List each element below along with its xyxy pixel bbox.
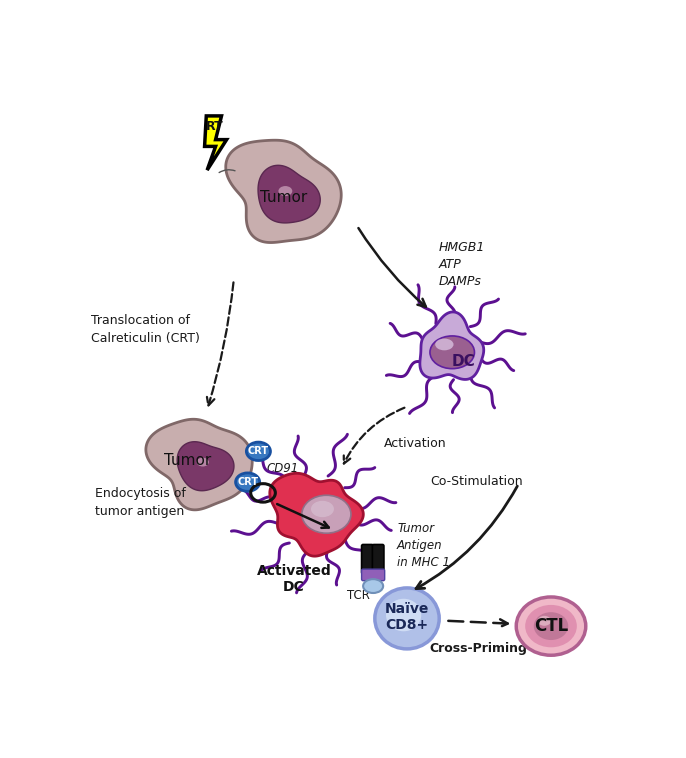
Text: Cross-Priming: Cross-Priming — [429, 642, 527, 655]
FancyBboxPatch shape — [362, 569, 385, 581]
Ellipse shape — [430, 336, 475, 368]
Polygon shape — [146, 419, 252, 510]
Text: HMGB1
ATP
DAMPs: HMGB1 ATP DAMPs — [438, 241, 485, 288]
Ellipse shape — [235, 473, 260, 491]
Polygon shape — [258, 165, 320, 223]
Text: RT: RT — [206, 120, 224, 133]
Text: Co-Stimulation: Co-Stimulation — [431, 475, 523, 488]
Text: Tumor: Tumor — [164, 453, 211, 468]
Text: CRT: CRT — [237, 477, 258, 487]
Ellipse shape — [279, 186, 292, 196]
FancyBboxPatch shape — [362, 544, 373, 574]
Text: CTL: CTL — [534, 617, 568, 635]
FancyBboxPatch shape — [372, 544, 384, 574]
Ellipse shape — [435, 339, 453, 350]
Ellipse shape — [534, 612, 568, 640]
Text: Endocytosis of
tumor antigen: Endocytosis of tumor antigen — [95, 487, 186, 518]
Polygon shape — [177, 442, 234, 490]
Text: Naïve
CD8+: Naïve CD8+ — [385, 602, 429, 632]
Polygon shape — [420, 312, 484, 380]
Polygon shape — [204, 116, 226, 170]
Ellipse shape — [517, 597, 586, 655]
Text: TCR: TCR — [347, 589, 370, 602]
Ellipse shape — [375, 588, 439, 649]
Ellipse shape — [197, 458, 209, 466]
Polygon shape — [270, 473, 364, 556]
Ellipse shape — [311, 501, 334, 517]
Ellipse shape — [525, 605, 577, 647]
Ellipse shape — [246, 442, 270, 461]
Text: Activation: Activation — [384, 437, 447, 450]
Text: Translocation of
Calreticulin (CRT): Translocation of Calreticulin (CRT) — [91, 314, 200, 345]
Text: Tumor
Antigen
in MHC 1: Tumor Antigen in MHC 1 — [397, 522, 450, 568]
Text: Activated
DC: Activated DC — [257, 564, 331, 594]
Ellipse shape — [386, 599, 421, 631]
Text: CRT: CRT — [248, 446, 269, 456]
Text: DC: DC — [451, 355, 475, 369]
Ellipse shape — [363, 579, 383, 593]
Text: CD91: CD91 — [266, 462, 298, 475]
Ellipse shape — [538, 615, 551, 626]
Text: Tumor: Tumor — [260, 190, 307, 205]
Ellipse shape — [302, 495, 351, 533]
Polygon shape — [226, 140, 341, 243]
